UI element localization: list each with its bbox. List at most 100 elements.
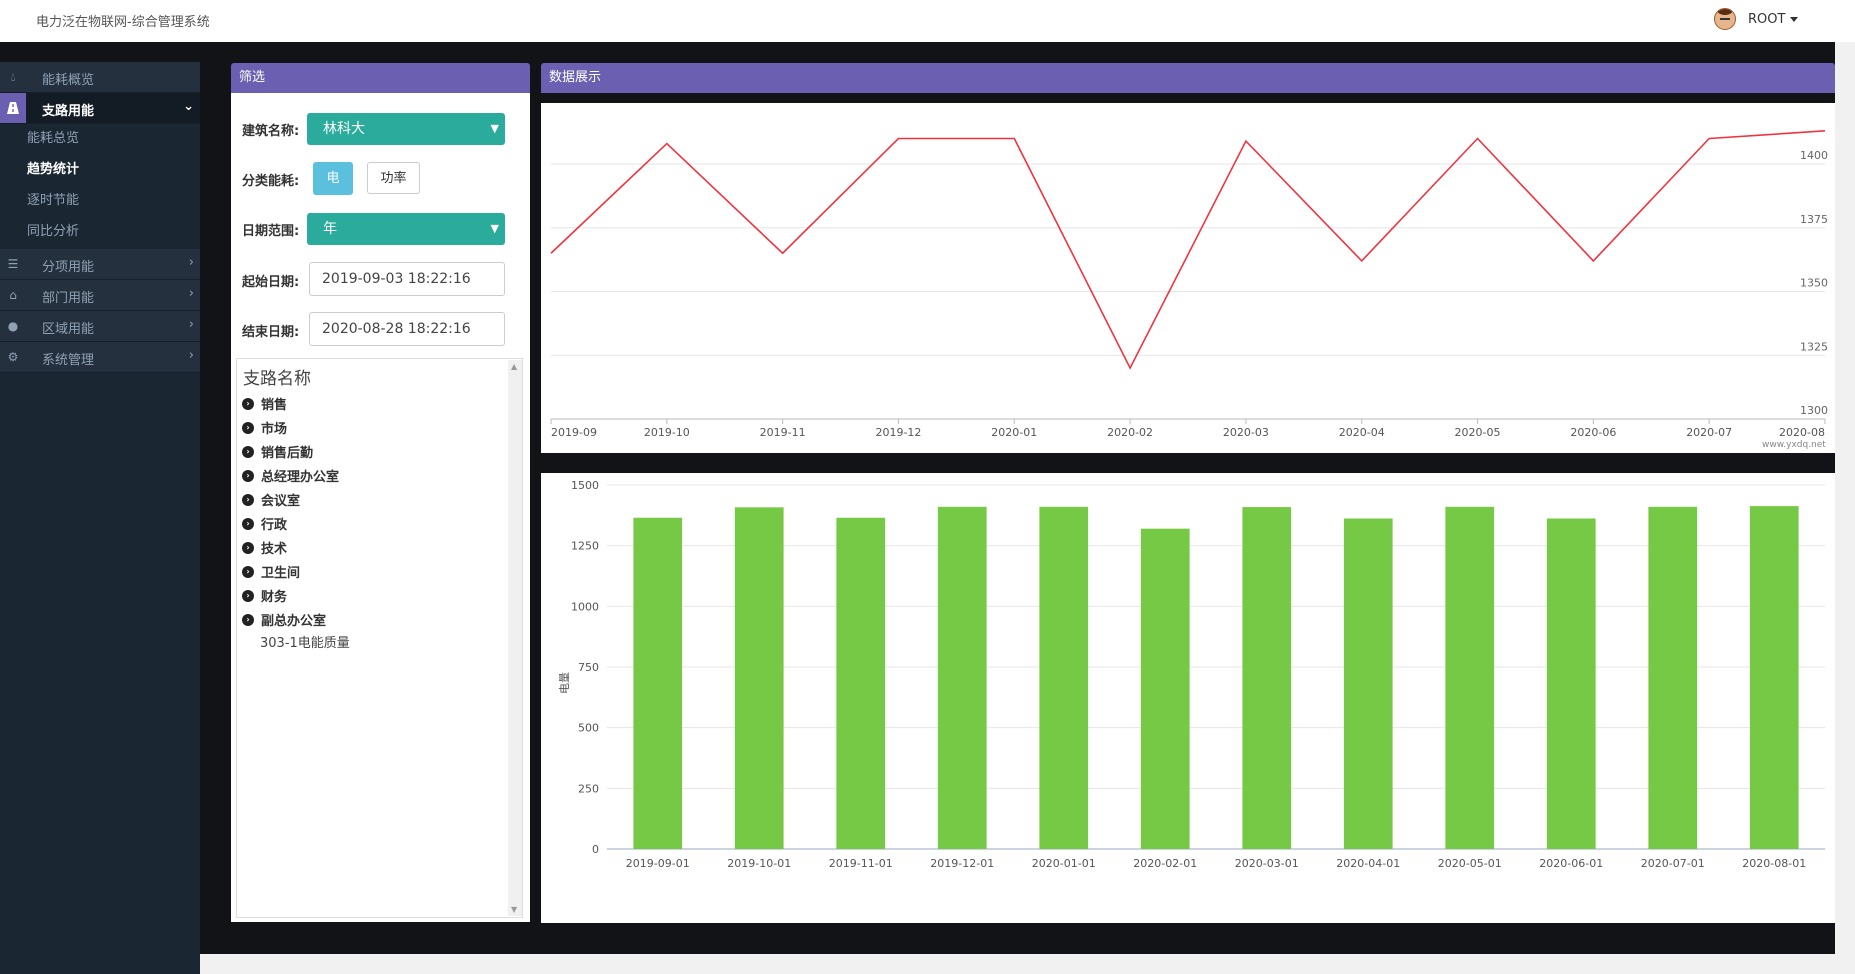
range-select[interactable]: 年 ▼ [307,213,505,245]
tree-node[interactable]: › 会议室 [242,490,300,509]
tree-node-label: 会议室 [261,494,301,509]
range-select-value: 年 [323,221,337,237]
sidebar-item-area-energy[interactable]: ● 区域用能 › [0,311,200,342]
tree-node[interactable]: › 销售 [242,394,287,413]
sidebar-subitem-yoy-analysis[interactable]: 同比分析 [27,224,80,239]
tree-node-label: 销售后勤 [261,446,314,461]
dropdown-arrow-icon: ▼ [490,222,499,235]
start-date-input[interactable]: 2019-09-03 18:22:16 [309,262,505,296]
expand-icon[interactable]: › [242,445,254,458]
expand-icon[interactable]: › [242,541,254,554]
end-date-label: 结束日期: [242,325,300,340]
tree-node[interactable]: › 行政 [242,514,287,533]
page-vertical-scrollbar[interactable] [1835,42,1855,974]
tree-node[interactable]: › 卫生间 [242,562,300,581]
expand-icon[interactable]: › [242,397,254,410]
tree-node-label: 副总办公室 [261,614,327,629]
x-tick-label: 2020-06-01 [1539,857,1603,870]
tree-node[interactable]: › 总经理办公室 [242,466,339,485]
branch-tree [236,358,523,918]
scroll-down-icon[interactable]: ▼ [511,905,518,914]
x-tick-label: 2020-08 [1779,426,1825,439]
end-date-input[interactable]: 2020-08-28 18:22:16 [309,312,505,346]
expand-icon[interactable]: › [242,469,254,482]
y-tick-label: 1500 [571,479,599,492]
sidebar-subitem-trend-stats[interactable]: 趋势统计 [27,162,80,177]
user-menu[interactable]: ROOT [1714,8,1799,30]
sidebar-subitem-energy-summary[interactable]: 能耗总览 [27,131,80,146]
caret-down-icon[interactable] [1790,16,1799,22]
building-select-value: 林科大 [323,121,365,137]
chevron-right-icon: › [188,348,194,363]
x-tick-label: 2019-09-01 [626,857,690,870]
tree-node[interactable]: › 技术 [242,538,287,557]
expand-icon[interactable]: › [242,493,254,506]
bar-chart: 0 250 500 750 1000 1250 1500 电量 2019-09-01 2019-1… [541,473,1835,923]
sidebar-subitem-hourly-saving[interactable]: 逐时节能 [27,193,80,208]
list-icon: ☰ [7,257,19,271]
watermark: www.yxdq.net [1762,440,1826,450]
sidebar-item-itemized-energy[interactable]: ☰ 分项用能 › [0,249,200,280]
bar [1445,506,1495,849]
category-power-button[interactable]: 功率 [367,162,420,194]
sidebar-item-system-admin[interactable]: ⚙ 系统管理 › [0,342,200,373]
expand-icon[interactable]: › [242,565,254,578]
y-tick-label: 1250 [571,540,599,553]
bar [633,517,683,849]
x-tick-label: 2020-04-01 [1336,857,1400,870]
page-horizontal-scrollbar[interactable] [200,954,1835,974]
x-tick-label: 2019-10-01 [727,857,791,870]
expand-icon[interactable]: › [242,589,254,602]
x-tick-label: 2020-03-01 [1235,857,1299,870]
y-tick-label: 1350 [1800,277,1828,290]
tree-node-label: 卫生间 [261,566,301,581]
start-date-label: 起始日期: [242,275,300,290]
x-tick-label: 2019-12-01 [930,857,994,870]
building-label: 建筑名称: [242,124,300,139]
scroll-up-icon[interactable]: ▲ [511,362,518,371]
expand-icon[interactable]: › [242,421,254,434]
y-tick-label: 1325 [1800,340,1828,353]
y-tick-label: 1375 [1800,213,1828,226]
sidebar-item-label: 支路用能 [42,104,95,119]
x-tick-label: 2020-02 [1107,426,1153,439]
chevron-right-icon: › [188,286,194,301]
bar [1749,506,1799,849]
tree-node-label: 总经理办公室 [261,470,340,485]
sidebar-item-energy-overview[interactable]: 💧︎ 能耗概览 [0,62,200,93]
y-tick-label: 0 [592,843,599,856]
tree-node[interactable]: › 市场 [242,418,287,437]
category-electric-button[interactable]: 电 [313,162,353,195]
x-tick-label: 2020-02-01 [1133,857,1197,870]
bar [937,506,987,849]
sidebar-item-label: 部门用能 [42,291,95,306]
user-name[interactable]: ROOT [1748,11,1786,27]
home-icon: ⌂ [9,288,17,302]
gear-icon: ⚙ [7,350,19,364]
y-tick-label: 1300 [1800,404,1828,417]
y-tick-label: 750 [578,661,599,674]
y-tick-label: 1400 [1800,149,1828,162]
expand-icon[interactable]: › [242,517,254,530]
tree-node[interactable]: › 财务 [242,586,287,605]
chevron-right-icon: › [188,317,194,332]
y-tick-label: 1000 [571,600,599,613]
expand-icon[interactable]: › [242,613,254,626]
chevron-down-icon: ⌄ [183,99,194,114]
x-tick-label: 2020-07 [1686,426,1732,439]
chevron-right-icon: › [188,255,194,270]
sidebar-item-branch-energy[interactable]: 支路用能 ⌄ [0,93,200,124]
tree-scrollbar[interactable]: ▲ ▼ [508,360,522,916]
x-tick-label: 2020-06 [1570,426,1616,439]
tree-node[interactable]: › 销售后勤 [242,442,313,461]
avatar[interactable] [1714,8,1736,30]
building-select[interactable]: 林科大 ▼ [307,113,505,145]
tree-leaf[interactable]: 303-1电能质量 [260,636,350,651]
sidebar-item-department-energy[interactable]: ⌂ 部门用能 › [0,280,200,311]
bar [1648,506,1698,849]
tree-node[interactable]: › 副总办公室 [242,610,326,629]
bar [1343,518,1393,849]
branch-tree-title: 支路名称 [243,369,311,389]
top-bar: 电力泛在物联网-综合管理系统 ROOT [0,0,1855,42]
tree-node-label: 销售 [261,398,288,413]
